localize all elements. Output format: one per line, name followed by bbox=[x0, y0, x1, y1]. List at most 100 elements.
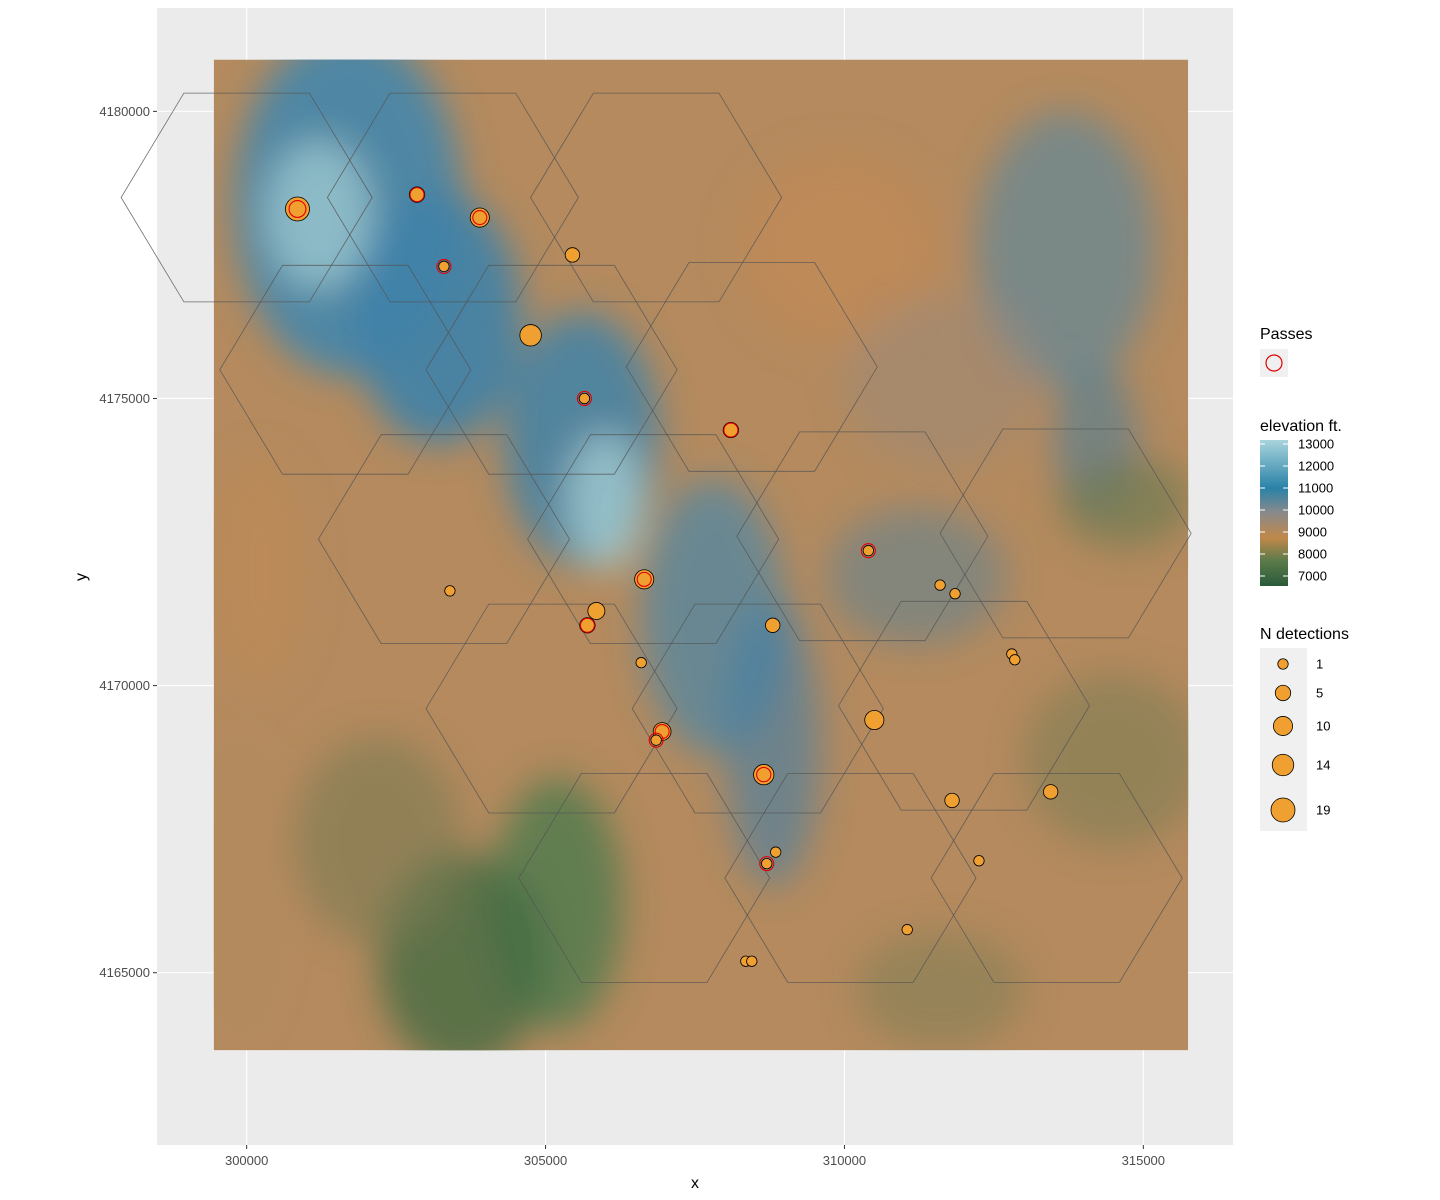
pass-ring bbox=[576, 390, 592, 407]
pass-ring bbox=[648, 732, 664, 748]
legend-passes-title: Passes bbox=[1260, 326, 1312, 343]
detection-point bbox=[949, 588, 961, 600]
detections-key-circle bbox=[1273, 716, 1293, 736]
x-tick-label: 315000 bbox=[1122, 1153, 1165, 1168]
elevation-patch bbox=[736, 151, 941, 347]
elevation-label: 8000 bbox=[1298, 547, 1327, 562]
hex-grid bbox=[120, 92, 1192, 983]
pass-ring bbox=[759, 856, 775, 872]
elevation-patch bbox=[826, 507, 1006, 646]
detection-point bbox=[901, 924, 913, 936]
detection-point bbox=[944, 792, 960, 809]
detection-points bbox=[285, 186, 1059, 967]
detection-point bbox=[519, 324, 542, 347]
detection-point bbox=[579, 617, 596, 634]
elevation-label: 10000 bbox=[1298, 503, 1334, 518]
y-tick-label: 4180000 bbox=[99, 104, 150, 119]
detection-point bbox=[973, 855, 985, 867]
detection-point bbox=[564, 247, 581, 263]
y-tick-label: 4170000 bbox=[99, 678, 150, 693]
legend-passes: Passes bbox=[1260, 326, 1312, 377]
legend-elevation: elevation ft. 13000 12000 11000 10000 9000 80… bbox=[1260, 418, 1342, 586]
pass-ring bbox=[756, 766, 772, 783]
detection-point bbox=[578, 392, 591, 405]
hex-cell bbox=[326, 92, 579, 303]
detection-point bbox=[587, 602, 606, 620]
pass-ring bbox=[723, 422, 739, 438]
elevation-patch bbox=[264, 140, 373, 290]
detection-point bbox=[765, 617, 781, 633]
x-axis: 300000 305000 310000 315000 bbox=[225, 1145, 1165, 1168]
elevation-patch bbox=[213, 743, 277, 1031]
detection-point bbox=[746, 955, 758, 967]
elevation-colorbar bbox=[1260, 440, 1288, 586]
hex-cell bbox=[518, 773, 771, 983]
hex-cell bbox=[527, 434, 780, 644]
elevation-patch bbox=[724, 599, 821, 887]
detection-point bbox=[635, 657, 647, 669]
pass-ring bbox=[436, 258, 452, 274]
elevation-patch bbox=[294, 737, 462, 945]
x-tick-label: 305000 bbox=[524, 1153, 567, 1168]
elevation-patch bbox=[1023, 674, 1189, 847]
detection-point bbox=[444, 585, 456, 597]
detections-key-circle bbox=[1270, 797, 1296, 823]
detection-point bbox=[438, 260, 450, 273]
elevation-patch bbox=[566, 432, 645, 571]
detection-point bbox=[1043, 784, 1059, 800]
elevation-patch bbox=[1059, 455, 1189, 548]
pass-ring bbox=[636, 571, 652, 587]
hex-cell bbox=[219, 264, 472, 475]
elevation-patch bbox=[354, 191, 522, 445]
elevation-patch bbox=[975, 111, 1156, 387]
elevation-patch bbox=[213, 455, 307, 686]
pass-ring bbox=[654, 723, 670, 740]
detection-point bbox=[650, 734, 662, 746]
elevation-label: 12000 bbox=[1298, 459, 1334, 474]
legend-passes-key bbox=[1260, 349, 1288, 377]
detection-point bbox=[761, 858, 773, 870]
detections-label: 1 bbox=[1316, 657, 1323, 672]
pass-ring bbox=[472, 210, 488, 226]
elevation-raster bbox=[213, 59, 1189, 1051]
detection-point bbox=[934, 579, 946, 591]
y-tick-label: 4175000 bbox=[99, 391, 150, 406]
detections-label: 19 bbox=[1316, 803, 1330, 818]
x-tick-label: 300000 bbox=[225, 1153, 268, 1168]
legend-detections: N detections 1 5 10 14 19 bbox=[1260, 626, 1349, 831]
x-tick-label: 310000 bbox=[823, 1153, 866, 1168]
hex-cell bbox=[939, 428, 1192, 639]
detection-point bbox=[1009, 654, 1021, 666]
hex-cell bbox=[425, 264, 678, 475]
y-axis-title: y bbox=[73, 573, 90, 581]
legend-detections-title: N detections bbox=[1260, 626, 1349, 643]
hex-cell bbox=[625, 262, 878, 472]
hex-cell bbox=[930, 773, 1183, 983]
hex-cell bbox=[425, 603, 678, 814]
detections-key-circle bbox=[1271, 753, 1295, 777]
y-axis: 4165000 4170000 4175000 4180000 bbox=[99, 104, 157, 980]
hex-cell bbox=[724, 773, 977, 983]
elevation-label: 11000 bbox=[1298, 481, 1333, 496]
y-tick-label: 4165000 bbox=[99, 965, 150, 980]
detection-point bbox=[722, 421, 739, 439]
detections-key-circle bbox=[1274, 684, 1292, 702]
pass-ring bbox=[288, 200, 307, 218]
elevation-label: 7000 bbox=[1298, 569, 1327, 584]
hex-cell bbox=[736, 431, 989, 642]
elevation-patch bbox=[856, 932, 1024, 1048]
pass-ring bbox=[860, 543, 876, 559]
elevation-label: 9000 bbox=[1298, 525, 1327, 540]
detections-label: 5 bbox=[1316, 686, 1323, 701]
detections-label: 10 bbox=[1316, 719, 1330, 734]
detection-point bbox=[770, 846, 782, 858]
legend-passes-ring bbox=[1265, 354, 1283, 372]
elevation-patch bbox=[844, 295, 1036, 468]
legend-elevation-title: elevation ft. bbox=[1260, 418, 1342, 435]
detection-point bbox=[862, 545, 874, 557]
detections-key-circle bbox=[1277, 658, 1289, 670]
detection-point bbox=[408, 186, 426, 203]
hex-cell bbox=[631, 603, 884, 814]
hex-cell bbox=[530, 92, 783, 303]
